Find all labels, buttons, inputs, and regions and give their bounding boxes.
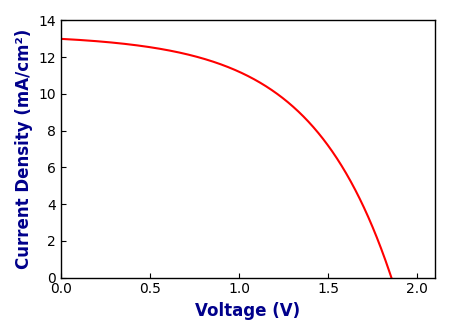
X-axis label: Voltage (V): Voltage (V) — [195, 302, 301, 320]
Y-axis label: Current Density (mA/cm²): Current Density (mA/cm²) — [15, 29, 33, 269]
